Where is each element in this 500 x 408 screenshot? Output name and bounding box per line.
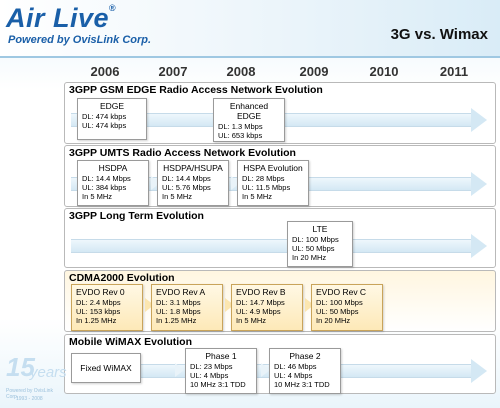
box-title: EVDO Rev A (156, 287, 206, 297)
box-line: UL: 4.9 Mbps (236, 307, 281, 316)
box-line: UL: 11.5 Mbps (242, 183, 291, 192)
chevron-right-icon (145, 298, 154, 312)
box-title: EDGE (99, 101, 125, 111)
registered-mark: ® (109, 3, 117, 13)
box-line: In 20 MHz (292, 253, 327, 262)
chevron-right-icon (231, 176, 240, 190)
year-label: 2006 (90, 64, 120, 79)
box-title: EVDO Rev B (236, 287, 286, 297)
box-title: EVDO Rev 0 (76, 287, 125, 297)
box-line: DL: 46 Mbps (274, 362, 317, 371)
box-title: Enhanced EDGE (229, 101, 269, 121)
chevron-right-icon (175, 363, 184, 377)
tech-box-hsdpa: HSDPA DL: 14.4 Mbps UL: 384 kbps In 5 MH… (77, 160, 149, 206)
box-line: UL: 5.76 Mbps (162, 183, 211, 192)
tech-box-evdo-rev-c: EVDO Rev C DL: 100 Mbps UL: 50 Mbps In 2… (311, 284, 383, 331)
anniversary-tagline: Powered by OvisLink Corp. (6, 388, 53, 400)
anniversary-number: 15 (6, 352, 35, 382)
year-label: 2011 (439, 64, 469, 79)
tech-box-lte: LTE DL: 100 Mbps UL: 50 Mbps In 20 MHz (287, 221, 353, 267)
box-line: DL: 3.1 Mbps (156, 298, 201, 307)
section-umts: 3GPP UMTS Radio Access Network Evolution… (64, 145, 496, 207)
box-line: UL: 153 kbps (76, 307, 121, 316)
box-title: LTE (312, 224, 328, 234)
tech-box-edge: EDGE DL: 474 kbps UL: 474 kbps (77, 98, 147, 140)
box-line: DL: 1.3 Mbps (218, 122, 263, 131)
box-line: DL: 14.7 Mbps (236, 298, 285, 307)
year-label: 2007 (158, 64, 188, 79)
tech-box-evdo-rev-0: EVDO Rev 0 DL: 2.4 Mbps UL: 153 kbps In … (71, 284, 143, 331)
tech-box-fixed-wimax: Fixed WiMAX (71, 353, 141, 383)
box-line: 10 MHz 3:1 TDD (274, 380, 330, 389)
section-title: 3GPP GSM EDGE Radio Access Network Evolu… (69, 84, 323, 96)
box-line: UL: 653 kbps (218, 131, 263, 140)
anniversary-badge: 15 years Powered by OvisLink Corp. 1993 … (2, 352, 67, 408)
box-line: UL: 4 Mbps (190, 371, 229, 380)
box-title: Fixed WiMAX (80, 363, 132, 373)
box-line: UL: 474 kbps (82, 121, 127, 130)
box-line: DL: 474 kbps (82, 112, 127, 121)
section-title: CDMA2000 Evolution (69, 272, 175, 284)
box-line: UL: 50 Mbps (316, 307, 359, 316)
box-title: HSDPA/HSUPA (163, 163, 223, 173)
box-line: In 1.25 MHz (156, 316, 197, 325)
airlive-logo: Air Live® (6, 3, 116, 34)
box-line: DL: 100 Mbps (292, 235, 339, 244)
box-line: 10 MHz 3:1 TDD (190, 380, 246, 389)
chevron-right-icon (225, 298, 234, 312)
header-band (0, 0, 500, 56)
section-title: 3GPP Long Term Evolution (69, 210, 204, 222)
box-line: In 5 MHz (242, 192, 273, 201)
anniversary-years: 1993 - 2008 (16, 396, 43, 402)
timeline-arrow (71, 234, 487, 258)
year-label: 2009 (299, 64, 329, 79)
box-line: UL: 50 Mbps (292, 244, 335, 253)
anniversary-word: years (30, 364, 67, 381)
tech-box-phase-1: Phase 1 DL: 23 Mbps UL: 4 Mbps 10 MHz 3:… (185, 348, 257, 394)
logo-text: Air Live (6, 3, 110, 33)
section-lte: 3GPP Long Term Evolution LTE DL: 100 Mbp… (64, 208, 496, 268)
box-line: DL: 2.4 Mbps (76, 298, 121, 307)
box-line: In 5 MHz (236, 316, 267, 325)
box-line: DL: 100 Mbps (316, 298, 363, 307)
year-label: 2010 (369, 64, 399, 79)
header-divider (0, 56, 500, 58)
chevron-right-icon (151, 176, 160, 190)
section-gsm-edge: 3GPP GSM EDGE Radio Access Network Evolu… (64, 82, 496, 144)
box-line: UL: 1.8 Mbps (156, 307, 201, 316)
year-label: 2008 (226, 64, 256, 79)
box-line: DL: 14.4 Mbps (82, 174, 131, 183)
box-line: In 5 MHz (162, 192, 193, 201)
chevron-right-icon (305, 298, 314, 312)
box-title: Phase 2 (289, 351, 321, 361)
box-line: In 1.25 MHz (76, 316, 117, 325)
section-title: Mobile WiMAX Evolution (69, 336, 192, 348)
box-title: Phase 1 (205, 351, 237, 361)
logo-tagline: Powered by OvisLink Corp. (8, 34, 152, 46)
page-title: 3G vs. Wimax (390, 26, 488, 43)
box-line: DL: 14.4 Mbps (162, 174, 211, 183)
box-title: EVDO Rev C (316, 287, 367, 297)
section-title: 3GPP UMTS Radio Access Network Evolution (69, 147, 296, 159)
section-cdma2000: CDMA2000 Evolution EVDO Rev 0 DL: 2.4 Mb… (64, 270, 496, 332)
chevron-right-icon (261, 363, 270, 377)
section-mobile-wimax: Mobile WiMAX Evolution Fixed WiMAX Phase… (64, 334, 496, 394)
box-line: In 5 MHz (82, 192, 113, 201)
box-line: In 20 MHz (316, 316, 351, 325)
tech-box-hspa-evolution: HSPA Evolution DL: 28 Mbps UL: 11.5 Mbps… (237, 160, 309, 206)
tech-box-evdo-rev-a: EVDO Rev A DL: 3.1 Mbps UL: 1.8 Mbps In … (151, 284, 223, 331)
box-line: UL: 4 Mbps (274, 371, 313, 380)
tech-box-phase-2: Phase 2 DL: 46 Mbps UL: 4 Mbps 10 MHz 3:… (269, 348, 341, 394)
box-line: UL: 384 kbps (82, 183, 127, 192)
box-line: DL: 23 Mbps (190, 362, 233, 371)
tech-box-hsdpa-hsupa: HSDPA/HSUPA DL: 14.4 Mbps UL: 5.76 Mbps … (157, 160, 229, 206)
box-title: HSPA Evolution (243, 163, 303, 173)
tech-box-enhanced-edge: Enhanced EDGE DL: 1.3 Mbps UL: 653 kbps (213, 98, 285, 142)
tech-box-evdo-rev-b: EVDO Rev B DL: 14.7 Mbps UL: 4.9 Mbps In… (231, 284, 303, 331)
box-title: HSDPA (98, 163, 128, 173)
box-line: DL: 28 Mbps (242, 174, 285, 183)
